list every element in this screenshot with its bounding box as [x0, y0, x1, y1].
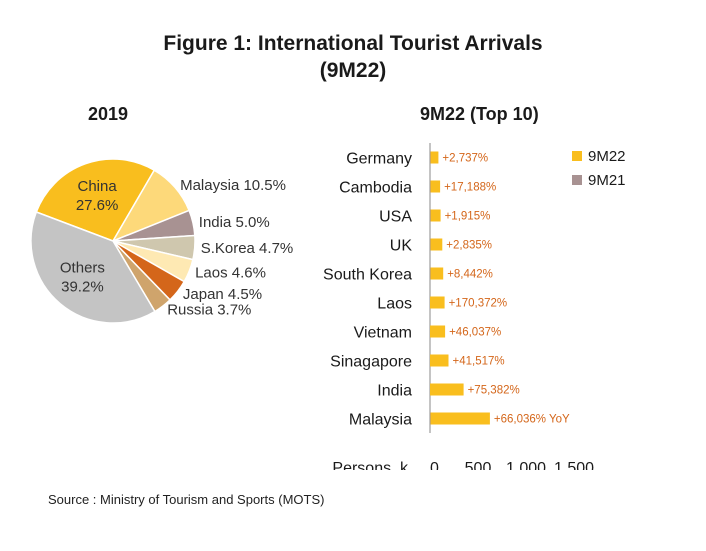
legend-swatch-9m21 — [572, 175, 582, 185]
bar-9m21-cambodia — [430, 180, 431, 193]
figure-title: Figure 1: International Tourist Arrivals… — [0, 30, 706, 84]
bar-chart: Germany +2,737% Cambodia +17,188% USA +1,915%… — [323, 143, 626, 470]
bar-category-south-korea: South Korea — [323, 267, 412, 284]
bar-annotation-sinagapore: +41,517% — [453, 356, 505, 368]
pie-label-japan: Japan 4.5% — [183, 286, 262, 303]
bar-9m22-malaysia — [430, 412, 490, 425]
pie-chart: China 27.6% Malaysia 10.5% India 5.0% S.Kore… — [30, 158, 294, 324]
bar-9m22-laos — [430, 296, 445, 309]
bar-9m22-usa — [430, 209, 441, 222]
bar-9m22-cambodia — [430, 180, 441, 193]
source-note: Source : Ministry of Tourism and Sports … — [48, 492, 325, 507]
bar-9m22-south-korea — [430, 267, 444, 280]
bar-9m22-india — [430, 383, 464, 396]
pie-label-china: China — [77, 178, 117, 195]
bar-annotation-cambodia: +17,188% — [444, 182, 496, 194]
pie-label-others: Others — [60, 259, 105, 276]
bar-x-axis-label: Persons, k — [332, 460, 409, 470]
bar-category-cambodia: Cambodia — [339, 180, 412, 197]
bar-9m22-vietnam — [430, 325, 446, 338]
bar-category-india: India — [377, 383, 412, 400]
bar-category-vietnam: Vietnam — [354, 325, 412, 342]
bar-annotation-laos: +170,372% — [449, 298, 508, 310]
bar-category-sinagapore: Sinagapore — [330, 354, 412, 371]
bar-annotation-malaysia: +66,036% YoY — [494, 414, 570, 426]
bar-chart-title: 9M22 (Top 10) — [420, 104, 539, 124]
bar-9m22-germany — [430, 151, 439, 164]
pie-value-china: 27.6% — [76, 197, 119, 214]
legend-swatch-9m22 — [572, 151, 582, 161]
pie-chart-title: 2019 — [88, 104, 129, 124]
bar-x-tick-2: 1,000 — [506, 460, 546, 470]
bar-annotation-vietnam: +46,037% — [449, 327, 501, 339]
bar-9m21-south-korea — [430, 267, 431, 280]
legend-label-9m21: 9M21 — [588, 172, 626, 189]
bar-9m22-uk — [430, 238, 443, 251]
bar-9m21-uk — [430, 238, 431, 251]
bar-annotation-germany: +2,737% — [442, 153, 488, 165]
bar-annotation-uk: +2,835% — [446, 240, 492, 252]
figure-title-line-2: (9M22) — [319, 59, 387, 82]
bar-category-usa: USA — [379, 209, 412, 226]
bar-annotation-south-korea: +8,442% — [447, 269, 493, 281]
pie-label-india: India 5.0% — [199, 214, 270, 231]
bar-x-tick-0: 0 — [430, 460, 439, 470]
pie-label-laos: Laos 4.6% — [195, 264, 266, 281]
pie-value-others: 39.2% — [61, 278, 104, 295]
legend-label-9m22: 9M22 — [588, 148, 626, 165]
pie-label-russia: Russia 3.7% — [167, 301, 251, 318]
figure-title-line-1: Figure 1: International Tourist Arrivals — [163, 32, 543, 55]
bar-category-laos: Laos — [377, 296, 412, 313]
pie-label-malaysia: Malaysia 10.5% — [180, 177, 286, 194]
bar-category-uk: UK — [390, 238, 413, 255]
pie-label-s-korea: S.Korea 4.7% — [201, 240, 294, 257]
bar-9m21-malaysia — [430, 412, 431, 425]
pie-slice-others — [30, 211, 156, 324]
bar-category-malaysia: Malaysia — [349, 412, 412, 429]
bar-x-tick-3: 1,500 — [554, 460, 594, 470]
bar-category-germany: Germany — [346, 151, 412, 168]
bar-x-tick-1: 500 — [465, 460, 492, 470]
bar-9m22-sinagapore — [430, 354, 449, 367]
bar-9m21-germany — [430, 151, 431, 164]
bar-annotation-india: +75,382% — [468, 385, 520, 397]
bar-9m21-usa — [430, 209, 431, 222]
bar-annotation-usa: +1,915% — [445, 211, 491, 223]
